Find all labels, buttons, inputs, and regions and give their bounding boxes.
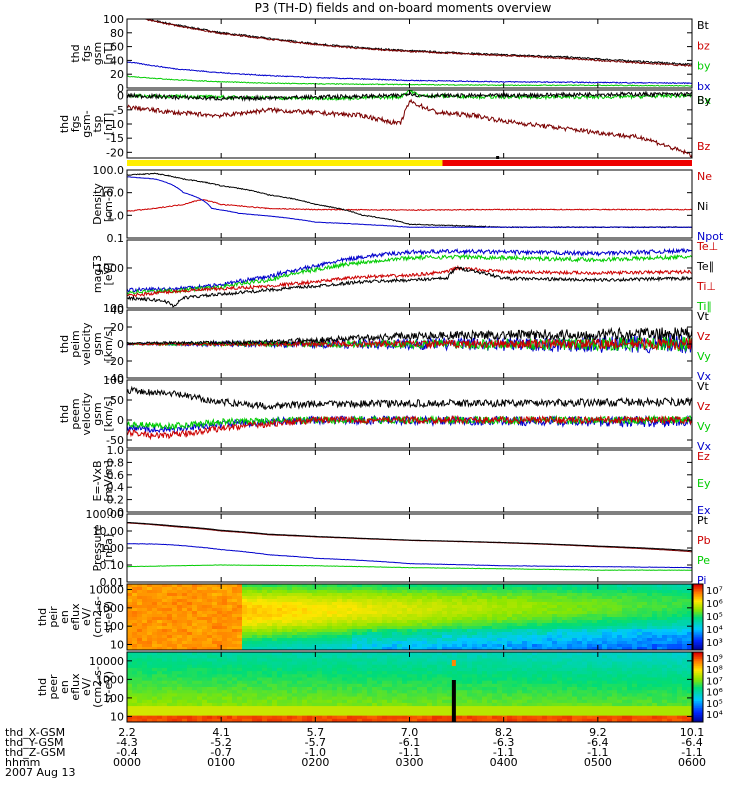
y-tick-label: 1.0 xyxy=(107,444,125,457)
legend-bt: Bt xyxy=(697,19,710,32)
series-Pe-line xyxy=(127,565,692,570)
legend-te: Te⊥ xyxy=(696,240,718,253)
series-Pb-line xyxy=(127,523,692,552)
legend-bz: bz xyxy=(697,39,710,52)
y-axis-label: [cm-3] xyxy=(102,186,115,222)
y-tick-label: 10000 xyxy=(89,584,124,597)
colorbar-tick-label: 10⁷ xyxy=(706,586,723,597)
panel-series xyxy=(127,387,692,438)
legend-vz: Vz xyxy=(697,330,711,343)
colorbar-tick-label: 10⁶ xyxy=(706,599,723,610)
legend-pe: Pe xyxy=(697,554,710,567)
figure-title: P3 (TH-D) fields and on-board moments ov… xyxy=(255,1,552,15)
legend-ez: Ez xyxy=(697,450,710,463)
panel-frame xyxy=(127,380,692,448)
series-Npot-line xyxy=(127,177,692,228)
panel-5: 40200-20-40thdpeimvelocitygsm[km/s]VtVzV… xyxy=(58,304,712,385)
y-axis-label: [nPa] xyxy=(102,534,115,562)
series-Ni-line xyxy=(127,173,692,227)
y-tick-label: 10 xyxy=(110,638,124,651)
spectrogram-electrons xyxy=(127,652,693,723)
panel-series xyxy=(127,249,692,307)
legend-vz: Vz xyxy=(697,400,711,413)
y-tick-label: -20 xyxy=(106,146,124,159)
legend-ne: Ne xyxy=(697,170,712,183)
y-tick-label: 0.1 xyxy=(107,232,125,245)
legend-vy: Vy xyxy=(697,420,711,433)
series-Te-line xyxy=(127,267,692,297)
panel-6: 100500-50thdpeemvelocitygsm[km/s]VtVzVyV… xyxy=(58,374,712,453)
y-axis-label: [mV/m] xyxy=(102,460,115,501)
legend-ti: Ti⊥ xyxy=(696,280,716,293)
panel-frame xyxy=(127,450,692,512)
legend-vt: Vt xyxy=(697,310,710,323)
legend-vt: Vt xyxy=(697,380,710,393)
y-axis-label: sr-eV) xyxy=(102,601,115,633)
series-Ti-line xyxy=(127,249,692,292)
y-tick-label: 0 xyxy=(117,414,124,427)
colorbar-tick-label: 10⁵ xyxy=(706,612,723,623)
legend-ni: Ni xyxy=(697,200,708,213)
legend-bx: bx xyxy=(697,80,711,93)
legend-by: By xyxy=(697,94,712,107)
panel-frame xyxy=(127,90,692,158)
spectrogram-ions xyxy=(127,584,693,651)
colorbar-tick-label: 10³ xyxy=(706,638,723,649)
y-tick-label: 20 xyxy=(110,68,124,81)
y-tick-label: 100.0 xyxy=(93,164,125,177)
panel-series xyxy=(127,328,692,354)
y-axis-label: [km/s] xyxy=(102,396,115,431)
colorbar-tick-label: 10⁴ xyxy=(706,625,723,636)
y-tick-label: 100 xyxy=(103,13,124,26)
legend-vy: Vy xyxy=(697,350,711,363)
panel-frame xyxy=(127,19,692,88)
series-Bz-line xyxy=(127,100,692,157)
panel-10: 10⁹10⁸10⁷10⁶10⁵10⁴10000100010010thdpeere… xyxy=(36,652,723,723)
legend-pb: Pb xyxy=(697,534,711,547)
panel-series xyxy=(127,173,692,227)
series-bx-line xyxy=(127,62,692,84)
panel-series xyxy=(127,90,692,157)
y-tick-label: 100 xyxy=(103,374,124,387)
y-tick-label: 0 xyxy=(117,90,124,103)
y-axis-label: [km/s] xyxy=(102,326,115,361)
panel-9: 10⁷10⁶10⁵10⁴10³10000100010010thdpeirenef… xyxy=(36,584,723,652)
legend-te: Te∥ xyxy=(696,260,714,273)
legend-ey: Ey xyxy=(697,477,711,490)
legend-bz: Bz xyxy=(697,140,711,153)
legend-by: by xyxy=(697,60,711,73)
y-axis-label: [nT] xyxy=(102,113,115,135)
colorbar: 10⁷ 10⁶ 10⁵ 10⁴ 10³ xyxy=(693,584,723,651)
series-Pt-line xyxy=(127,523,692,551)
y-tick-label: 80 xyxy=(110,27,124,40)
legend-pt: Pt xyxy=(697,514,709,527)
series-Ne-line xyxy=(127,200,692,212)
y-tick-label: 0 xyxy=(117,338,124,351)
y-axis-label: [nT] xyxy=(102,42,115,64)
y-tick-label: 40 xyxy=(110,304,124,317)
panel-8: 100.0010.001.000.100.01Pressure[nPa]PtPb… xyxy=(86,508,711,589)
series-Vt-line xyxy=(127,387,692,409)
panel-series xyxy=(127,523,692,571)
y-axis-label: [eV] xyxy=(102,263,115,286)
y-tick-label: 100.00 xyxy=(86,508,125,521)
